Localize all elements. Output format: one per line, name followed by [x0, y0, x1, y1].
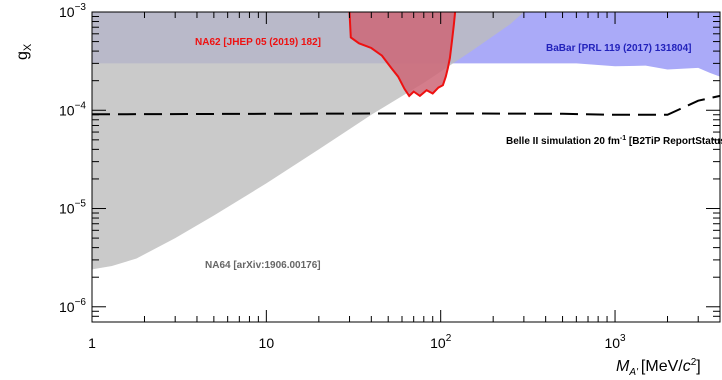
babar-label: BaBar [PRL 119 (2017) 131804] — [546, 43, 691, 54]
x-axis-label-unit-close: ] — [696, 358, 700, 375]
y-tick-label: 10−3 — [59, 2, 86, 20]
x-axis-label-c: c — [683, 358, 691, 375]
x-tick-label: 1 — [88, 335, 96, 351]
x-tick-exponent: 3 — [620, 333, 626, 344]
x-tick-base: 10 — [430, 335, 446, 351]
x-tick-exponent: 2 — [446, 333, 452, 344]
exclusion-regions — [92, 12, 720, 270]
y-tick-label: 10−5 — [59, 199, 86, 217]
x-tick-label: 10 — [259, 335, 275, 351]
na64-label: NA64 [arXiv:1906.00176] — [205, 260, 321, 271]
y-tick-exponent: −6 — [75, 297, 87, 308]
na62-contour — [348, 11, 457, 98]
na62-label: NA62 [JHEP 05 (2019) 182] — [195, 37, 321, 48]
x-axis-label-sub: A' — [628, 367, 639, 378]
y-tick-base: 10 — [59, 201, 75, 217]
y-tick-base: 10 — [59, 4, 75, 20]
y-tick-label: 10−4 — [59, 100, 86, 118]
x-tick-base: 10 — [604, 335, 620, 351]
y-tick-exponent: −3 — [75, 2, 87, 13]
x-axis-label-unit-open: [MeV/ — [641, 358, 683, 375]
belle-label-main: Belle II simulation 20 fm — [506, 136, 620, 147]
y-tick-base: 10 — [59, 299, 75, 315]
na62-region — [349, 12, 456, 96]
limit-lines — [91, 11, 721, 116]
y-tick-base: 10 — [59, 102, 75, 118]
belle-label: Belle II simulation 20 fm-1 [B2TiP Repor… — [506, 135, 722, 147]
plot-frame — [91, 11, 721, 323]
x-tick-base: 1 — [88, 335, 96, 351]
belle-label-sup: -1 — [620, 135, 626, 142]
y-tick-exponent: −4 — [75, 100, 87, 111]
belle2-projection-line — [91, 94, 721, 116]
y-tick-exponent: −5 — [75, 199, 87, 210]
axis-ticks — [91, 11, 721, 323]
x-tick-label: 103 — [604, 333, 626, 351]
x-axis-label: MA' [MeV/c2] — [616, 357, 701, 378]
x-axis-label-exp: 2 — [691, 357, 697, 368]
x-tick-label: 102 — [430, 333, 452, 351]
belle-label-rest: [B2TiP ReportStatus] — [626, 136, 722, 147]
x-tick-base: 10 — [259, 335, 275, 351]
y-axis-label-g: g — [14, 51, 31, 60]
y-tick-label: 10−6 — [59, 297, 86, 315]
y-axis-label: gX — [14, 43, 34, 60]
x-axis-label-m: M — [616, 358, 630, 375]
y-axis-label-sub: X — [22, 43, 34, 51]
